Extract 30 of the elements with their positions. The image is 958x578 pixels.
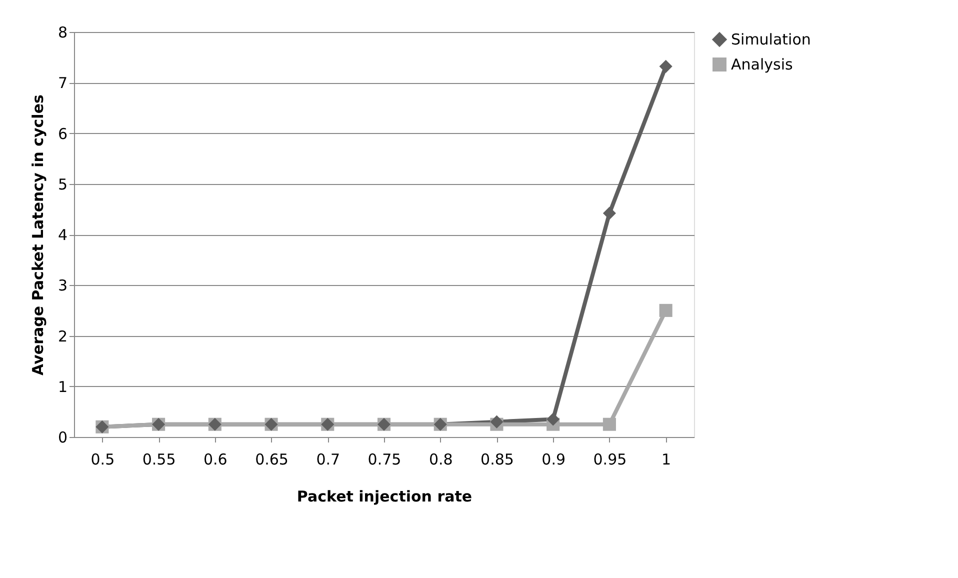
x-tick-label: 0.95 xyxy=(593,450,627,468)
x-tick-label: 0.7 xyxy=(316,450,340,468)
x-tick-label: 0.65 xyxy=(255,450,288,468)
x-axis-title: Packet injection rate xyxy=(296,488,472,506)
point xyxy=(659,304,672,317)
x-tick-label: 1 xyxy=(662,450,672,468)
y-tick-label: 2 xyxy=(58,327,68,346)
point xyxy=(546,412,560,426)
y-tick-label: 7 xyxy=(58,74,68,92)
legend-label: Analysis xyxy=(731,56,793,74)
y-tick-label: 5 xyxy=(58,175,68,194)
x-tick-label: 0.8 xyxy=(428,450,453,468)
x-tick-label: 0.5 xyxy=(90,450,115,468)
y-tick-label: 0 xyxy=(58,428,68,446)
y-tick-label: 3 xyxy=(58,276,68,295)
x-tick-label: 0.6 xyxy=(203,450,228,468)
x-tick-label: 0.75 xyxy=(368,450,402,468)
point xyxy=(602,206,616,220)
y-tick-label: 8 xyxy=(58,24,68,42)
y-tick-label: 4 xyxy=(58,226,68,244)
point xyxy=(490,415,504,428)
y-tick-label: 6 xyxy=(58,124,68,143)
x-tick-label: 0.9 xyxy=(542,450,566,468)
x-tick-label: 0.85 xyxy=(480,450,514,468)
y-axis-title: Average Packet Latency in cycles xyxy=(28,94,47,376)
point xyxy=(659,60,672,73)
y-tick-label: 1 xyxy=(58,378,68,396)
point xyxy=(602,418,616,431)
x-tick-label: 0.55 xyxy=(142,450,176,468)
legend-label: Simulation xyxy=(731,30,811,48)
